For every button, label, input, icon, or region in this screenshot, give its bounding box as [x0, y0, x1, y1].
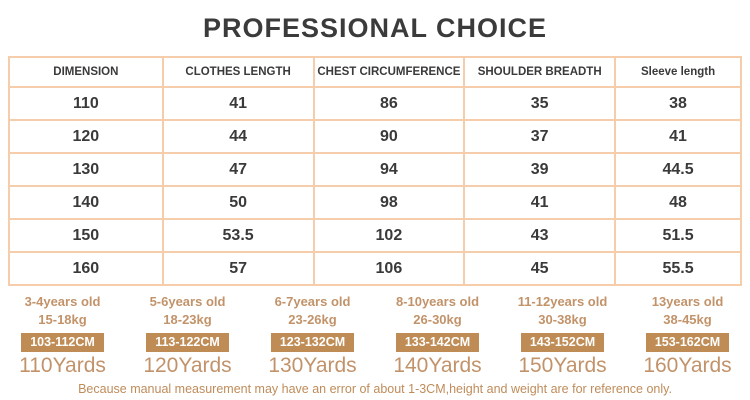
table-cell: 106: [312, 251, 466, 286]
table-cell: 98: [312, 185, 466, 220]
table-cell: 130: [8, 152, 164, 187]
table-cell: 51.5: [614, 218, 742, 253]
table-cell: 39: [463, 152, 617, 187]
header-cell-shoulder-breadth: SHOULDER BREADTH: [463, 56, 617, 88]
weight-label: 26-30kg: [413, 312, 462, 327]
table-cell: 102: [312, 218, 466, 253]
table-cell: 35: [463, 86, 617, 121]
table-cell: 140: [8, 185, 164, 220]
yards-label: 110Yards: [19, 354, 106, 377]
table-cell: 38: [614, 86, 742, 121]
table-cell: 41: [161, 86, 315, 121]
table-cell: 94: [312, 152, 466, 187]
page-title: PROFESSIONAL CHOICE: [202, 13, 548, 43]
yards-label: 140Yards: [393, 354, 482, 377]
height-badge: 123-132CM: [270, 333, 355, 352]
weight-label: 38-45kg: [663, 312, 712, 327]
table-cell: 44.5: [614, 152, 742, 187]
table-row: 160 57 106 45 55.5: [8, 251, 742, 286]
header-cell-chest-circumference: CHEST CIRCUMFERENCE: [312, 56, 466, 88]
height-badge: 113-122CM: [146, 333, 229, 352]
age-label: 5-6years old: [149, 294, 226, 309]
age-label: 3-4years old: [24, 294, 101, 309]
table-row: 150 53.5 102 43 51.5: [8, 218, 742, 253]
table-cell: 86: [312, 86, 466, 121]
table-cell: 37: [463, 119, 617, 154]
table-cell: 53.5: [161, 218, 315, 253]
age-label: 11-12years old: [517, 294, 608, 309]
yards-label: 120Yards: [143, 354, 232, 377]
yards-label: 160Yards: [643, 354, 732, 377]
table-cell: 45: [463, 251, 617, 286]
table-cell: 47: [161, 152, 315, 187]
table-cell: 55.5: [614, 251, 742, 286]
table-cell: 120: [8, 119, 164, 154]
size-group-strip: 3-4years old 15-18kg 103-112CM 110Yards …: [0, 293, 750, 378]
height-badge: 153-162CM: [645, 333, 730, 352]
size-group: 8-10years old 26-30kg 133-142CM 140Yards: [375, 293, 500, 378]
weight-label: 30-38kg: [538, 312, 587, 327]
header-cell-sleeve-length: Sleeve length: [614, 56, 742, 88]
header-cell-dimension: DIMENSION: [8, 56, 164, 88]
table-row: 140 50 98 41 48: [8, 185, 742, 220]
table-row: 120 44 90 37 41: [8, 119, 742, 154]
weight-label: 18-23kg: [163, 312, 212, 327]
note-text: Because manual measurement may have an e…: [78, 382, 672, 396]
height-badge: 143-152CM: [520, 333, 605, 352]
age-label: 13years old: [651, 294, 724, 309]
table-row: 110 41 86 35 38: [8, 86, 742, 121]
weight-label: 23-26kg: [288, 312, 337, 327]
table-cell: 48: [614, 185, 742, 220]
yards-label: 130Yards: [268, 354, 357, 377]
table-cell: 50: [161, 185, 315, 220]
yards-label: 150Yards: [518, 354, 607, 377]
header-cell-clothes-length: CLOTHES LENGTH: [161, 56, 315, 88]
age-label: 6-7years old: [274, 294, 351, 309]
size-group: 11-12years old 30-38kg 143-152CM 150Yard…: [500, 293, 625, 378]
size-group: 3-4years old 15-18kg 103-112CM 110Yards: [0, 293, 125, 378]
table-row: 130 47 94 39 44.5: [8, 152, 742, 187]
table-cell: 57: [161, 251, 315, 286]
size-table: DIMENSION CLOTHES LENGTH CHEST CIRCUMFER…: [8, 56, 742, 286]
table-cell: 44: [161, 119, 315, 154]
weight-label: 15-18kg: [38, 312, 87, 327]
table-cell: 110: [8, 86, 164, 121]
size-group: 6-7years old 23-26kg 123-132CM 130Yards: [250, 293, 375, 378]
table-cell: 41: [463, 185, 617, 220]
size-group: 13years old 38-45kg 153-162CM 160Yards: [625, 293, 750, 378]
table-cell: 90: [312, 119, 466, 154]
table-cell: 160: [8, 251, 164, 286]
table-cell: 43: [463, 218, 617, 253]
table-cell: 41: [614, 119, 742, 154]
table-cell: 150: [8, 218, 164, 253]
table-header-row: DIMENSION CLOTHES LENGTH CHEST CIRCUMFER…: [8, 56, 742, 88]
height-badge: 103-112CM: [21, 333, 104, 352]
size-group: 5-6years old 18-23kg 113-122CM 120Yards: [125, 293, 250, 378]
age-label: 8-10years old: [395, 294, 480, 309]
height-badge: 133-142CM: [395, 333, 480, 352]
